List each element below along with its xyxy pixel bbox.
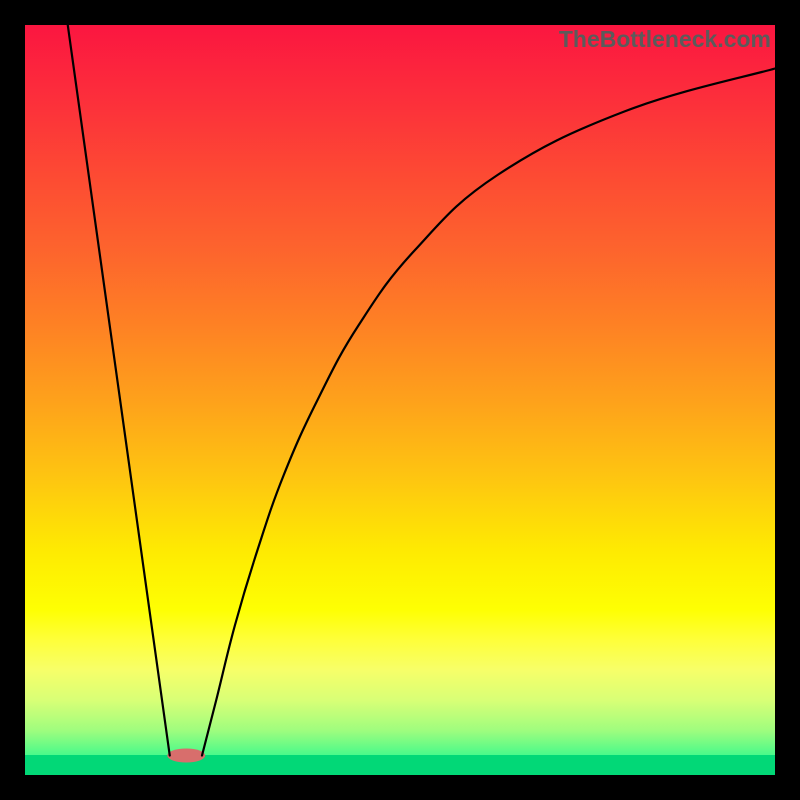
curve-right-branch bbox=[202, 69, 775, 756]
watermark: TheBottleneck.com bbox=[559, 26, 771, 53]
plot-area bbox=[25, 25, 775, 775]
curve-left-branch bbox=[68, 25, 170, 756]
chart-svg bbox=[25, 25, 775, 775]
valley-marker bbox=[167, 749, 205, 763]
